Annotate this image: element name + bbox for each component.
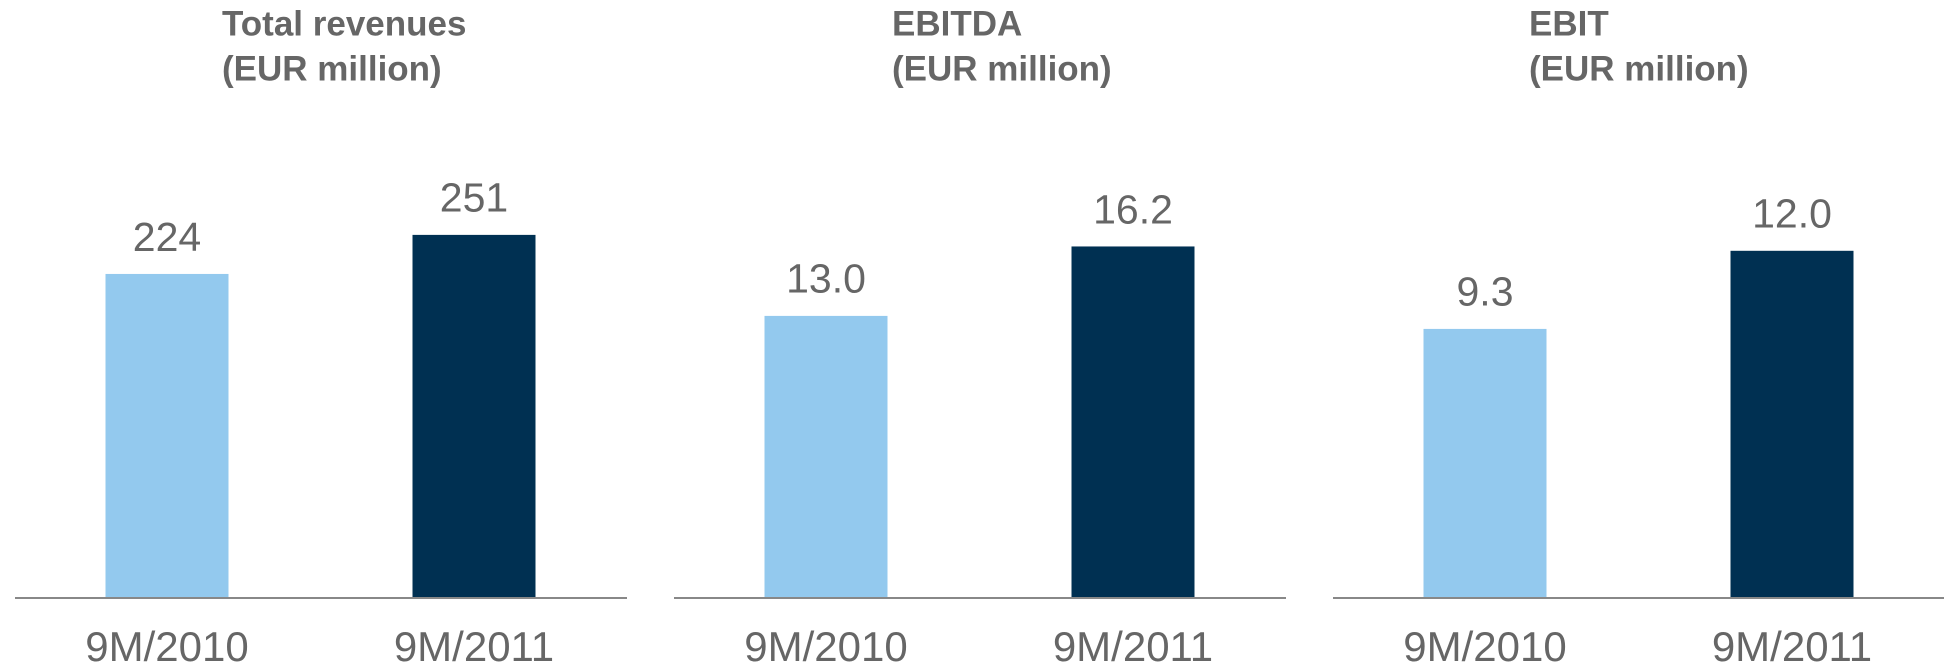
value-label: 251: [440, 175, 508, 221]
chart-subtitle: (EUR million): [892, 49, 1112, 88]
bar: [105, 273, 229, 598]
x-tick-label: 9M/2011: [1712, 623, 1872, 668]
chart-subtitle: (EUR million): [1529, 49, 1749, 88]
x-tick-label: 9M/2011: [1053, 623, 1213, 668]
chart-title: EBIT: [1529, 4, 1609, 43]
bar: [1730, 250, 1854, 599]
value-label: 13.0: [786, 256, 866, 302]
chart-subtitle: (EUR million): [222, 49, 442, 88]
x-tick-label: 9M/2010: [85, 623, 248, 668]
value-label: 16.2: [1093, 186, 1173, 232]
value-label: 9.3: [1457, 269, 1514, 315]
value-label: 224: [133, 214, 201, 260]
x-tick-label: 9M/2011: [394, 623, 554, 668]
bar: [1071, 246, 1195, 598]
bar: [764, 315, 888, 598]
x-tick-label: 9M/2010: [1403, 623, 1566, 668]
bar: [412, 234, 536, 599]
chart-title: EBITDA: [892, 4, 1022, 43]
chart-title: Total revenues: [222, 4, 466, 43]
value-label: 12.0: [1752, 191, 1832, 237]
x-tick-label: 9M/2010: [744, 623, 907, 668]
bar: [1423, 328, 1547, 598]
